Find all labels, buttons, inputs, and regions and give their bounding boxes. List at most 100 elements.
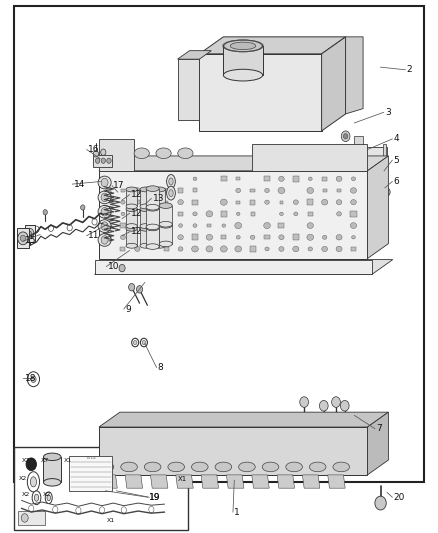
Polygon shape bbox=[150, 475, 168, 488]
Bar bbox=[237, 177, 240, 180]
Circle shape bbox=[20, 235, 25, 241]
Text: 6: 6 bbox=[394, 177, 399, 186]
Polygon shape bbox=[201, 475, 219, 488]
Ellipse shape bbox=[278, 187, 285, 193]
Text: X2: X2 bbox=[21, 491, 30, 497]
Ellipse shape bbox=[294, 212, 298, 216]
Ellipse shape bbox=[159, 221, 172, 227]
Ellipse shape bbox=[98, 205, 111, 218]
Polygon shape bbox=[328, 475, 345, 488]
Bar bbox=[293, 235, 299, 240]
Ellipse shape bbox=[98, 191, 111, 204]
Ellipse shape bbox=[146, 224, 159, 230]
Text: X7: X7 bbox=[21, 458, 30, 463]
Bar bbox=[121, 189, 125, 192]
Ellipse shape bbox=[352, 236, 355, 239]
Ellipse shape bbox=[191, 462, 208, 472]
Ellipse shape bbox=[350, 188, 357, 193]
Ellipse shape bbox=[154, 224, 165, 229]
Text: 15: 15 bbox=[25, 237, 36, 246]
Bar bbox=[307, 199, 314, 205]
Bar bbox=[178, 188, 184, 193]
Text: 1: 1 bbox=[234, 507, 240, 516]
Ellipse shape bbox=[322, 246, 328, 252]
Ellipse shape bbox=[43, 479, 61, 486]
Ellipse shape bbox=[126, 187, 138, 192]
Ellipse shape bbox=[223, 69, 263, 81]
Bar bbox=[279, 223, 284, 228]
Polygon shape bbox=[199, 37, 346, 54]
Bar bbox=[154, 209, 165, 226]
Bar bbox=[140, 209, 151, 226]
Circle shape bbox=[27, 372, 39, 386]
Bar bbox=[43, 457, 61, 482]
Bar bbox=[250, 189, 255, 192]
Ellipse shape bbox=[279, 212, 283, 215]
Ellipse shape bbox=[45, 492, 52, 504]
Bar bbox=[221, 235, 226, 239]
Ellipse shape bbox=[159, 222, 172, 228]
Bar bbox=[351, 247, 356, 251]
Circle shape bbox=[53, 506, 58, 513]
Ellipse shape bbox=[97, 462, 114, 472]
Circle shape bbox=[81, 205, 85, 210]
Ellipse shape bbox=[279, 235, 284, 240]
Ellipse shape bbox=[262, 462, 279, 472]
Bar bbox=[251, 212, 254, 215]
Polygon shape bbox=[346, 147, 387, 192]
Bar bbox=[146, 208, 159, 227]
Circle shape bbox=[352, 157, 357, 164]
Circle shape bbox=[332, 397, 340, 407]
Ellipse shape bbox=[220, 199, 227, 205]
Bar bbox=[140, 189, 151, 206]
Circle shape bbox=[25, 228, 34, 239]
Bar bbox=[221, 211, 227, 216]
Text: 19: 19 bbox=[149, 492, 161, 502]
Ellipse shape bbox=[32, 491, 41, 505]
Polygon shape bbox=[25, 225, 35, 241]
Ellipse shape bbox=[251, 235, 255, 239]
Circle shape bbox=[119, 264, 125, 272]
Circle shape bbox=[95, 158, 100, 164]
Ellipse shape bbox=[169, 178, 173, 185]
Ellipse shape bbox=[120, 235, 125, 239]
Text: 2: 2 bbox=[407, 66, 412, 74]
Bar bbox=[126, 229, 138, 246]
Ellipse shape bbox=[308, 247, 312, 251]
Polygon shape bbox=[99, 412, 389, 427]
Ellipse shape bbox=[239, 462, 255, 472]
Polygon shape bbox=[99, 171, 367, 259]
Ellipse shape bbox=[164, 188, 169, 192]
Ellipse shape bbox=[140, 224, 151, 229]
Bar bbox=[120, 223, 126, 228]
Ellipse shape bbox=[223, 40, 263, 52]
Ellipse shape bbox=[126, 244, 138, 248]
Circle shape bbox=[341, 131, 350, 142]
Ellipse shape bbox=[309, 462, 326, 472]
Text: 9: 9 bbox=[125, 304, 131, 313]
Ellipse shape bbox=[193, 224, 197, 228]
Ellipse shape bbox=[140, 204, 151, 209]
Circle shape bbox=[101, 236, 108, 244]
Ellipse shape bbox=[154, 207, 165, 212]
Ellipse shape bbox=[192, 246, 198, 252]
Bar bbox=[146, 228, 159, 247]
Bar bbox=[191, 235, 198, 240]
Circle shape bbox=[101, 222, 108, 230]
Ellipse shape bbox=[134, 246, 140, 252]
Bar bbox=[293, 176, 299, 182]
Circle shape bbox=[26, 458, 36, 471]
Text: X7: X7 bbox=[41, 458, 49, 463]
Bar bbox=[223, 46, 263, 75]
Circle shape bbox=[101, 193, 108, 201]
Circle shape bbox=[375, 496, 386, 510]
Ellipse shape bbox=[146, 244, 159, 249]
Polygon shape bbox=[302, 475, 320, 488]
Ellipse shape bbox=[307, 234, 314, 240]
Ellipse shape bbox=[215, 462, 232, 472]
Ellipse shape bbox=[140, 207, 151, 212]
Circle shape bbox=[352, 178, 357, 184]
Text: 12: 12 bbox=[131, 228, 142, 237]
Text: 20: 20 bbox=[394, 492, 405, 502]
Circle shape bbox=[101, 207, 108, 216]
